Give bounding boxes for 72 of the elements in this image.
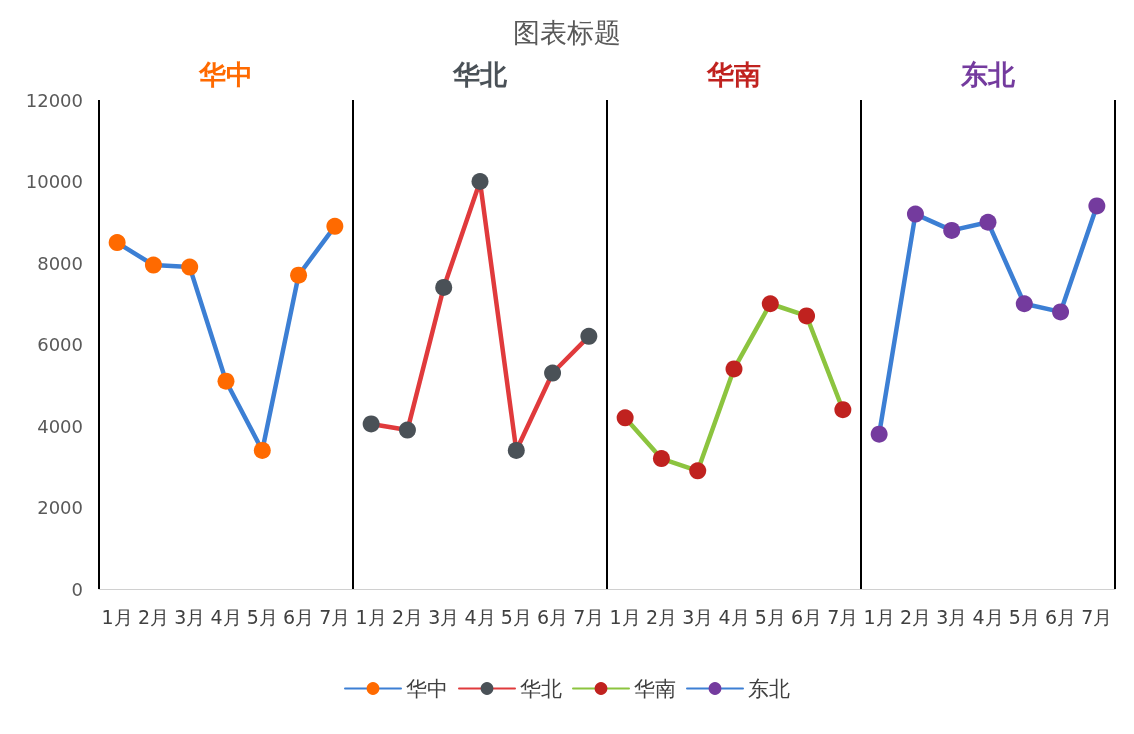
point <box>1015 295 1033 313</box>
x-tick-label: 7月 <box>1081 605 1113 628</box>
x-tick-label: 6月 <box>537 605 569 628</box>
point <box>1088 197 1106 215</box>
y-tick-label: 6000 <box>37 334 83 355</box>
point <box>761 295 779 313</box>
point <box>362 415 380 433</box>
point <box>108 234 126 252</box>
legend-label: 华中 <box>406 676 448 701</box>
point <box>326 217 344 235</box>
y-tick-label: 8000 <box>37 252 83 274</box>
legend-label: 东北 <box>748 676 790 701</box>
text: 华中 <box>198 59 253 90</box>
point <box>943 221 961 239</box>
point <box>834 401 852 419</box>
text: 华南 <box>706 59 761 90</box>
legend-label: 华北 <box>520 676 562 701</box>
x-tick-label: 2月 <box>899 605 931 628</box>
y-tick-label: 2000 <box>37 497 83 518</box>
x-tick-label: 4月 <box>464 605 496 628</box>
point <box>906 205 924 223</box>
point <box>798 307 816 325</box>
x-tick-label: 3月 <box>428 605 460 628</box>
x-tick-label: 2月 <box>645 605 677 628</box>
x-tick-label: 2月 <box>391 605 423 628</box>
point <box>435 278 453 296</box>
point <box>144 256 162 274</box>
x-tick-label: 2月 <box>137 605 169 628</box>
chart-title: 图表标题 <box>513 17 621 48</box>
y-tick-label: 10000 <box>25 171 83 192</box>
x-tick-label: 7月 <box>827 605 859 628</box>
point <box>1052 303 1070 321</box>
x-tick-label: 4月 <box>210 605 242 628</box>
legend-label: 华南 <box>634 676 676 701</box>
point <box>689 462 707 480</box>
x-tick-label: 7月 <box>319 605 351 628</box>
x-tick-label: 1月 <box>609 605 641 628</box>
point <box>181 258 199 276</box>
point <box>725 360 743 378</box>
point <box>507 441 525 459</box>
point <box>290 266 308 284</box>
x-tick-label: 5月 <box>1008 605 1040 628</box>
y-tick-label: 12000 <box>25 89 83 111</box>
text: 华北 <box>452 59 508 90</box>
x-tick-label: 5月 <box>246 605 278 628</box>
point <box>217 372 235 390</box>
x-tick-label: 6月 <box>1045 605 1077 628</box>
x-tick-label: 3月 <box>682 605 714 628</box>
point <box>471 173 489 190</box>
y-tick-label: 4000 <box>37 415 83 437</box>
point <box>398 421 416 439</box>
x-tick-label: 3月 <box>174 605 206 628</box>
point <box>253 441 271 459</box>
x-tick-label: 6月 <box>791 605 823 628</box>
point <box>616 409 634 427</box>
x-tick-label: 1月 <box>355 605 387 628</box>
point <box>870 425 888 443</box>
x-tick-label: 1月 <box>863 605 895 628</box>
x-tick-label: 7月 <box>573 605 605 628</box>
point <box>652 450 670 468</box>
x-tick-label: 4月 <box>718 605 750 628</box>
x-tick-label: 5月 <box>754 605 786 628</box>
point <box>979 213 997 231</box>
x-tick-label: 4月 <box>972 605 1004 628</box>
x-tick-label: 3月 <box>936 605 968 628</box>
point <box>580 327 598 345</box>
x-tick-label: 1月 <box>101 605 133 628</box>
x-tick-label: 6月 <box>283 605 315 628</box>
x-tick-label: 5月 <box>500 605 532 628</box>
point <box>544 364 562 382</box>
y-tick-label: 0 <box>71 578 83 600</box>
text: 东北 <box>960 59 1016 90</box>
